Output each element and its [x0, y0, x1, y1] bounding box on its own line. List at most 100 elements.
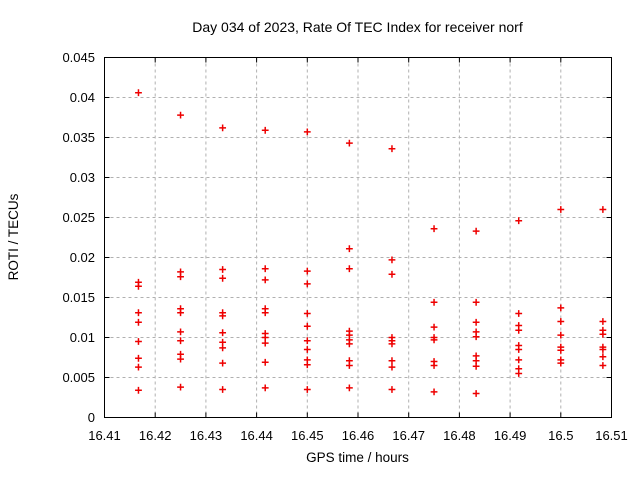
plus-marker: [557, 206, 565, 213]
plus-marker: [515, 370, 523, 377]
plus-marker: [472, 333, 480, 341]
y-tick-label: 0.005: [62, 370, 95, 385]
plus-marker: [303, 310, 311, 317]
plus-marker: [430, 225, 438, 233]
plus-marker: [219, 359, 227, 367]
x-tick-label: 16.49: [494, 428, 527, 443]
plus-marker: [430, 323, 438, 331]
plus-marker: [303, 361, 311, 369]
plus-marker: [303, 128, 311, 136]
plus-marker: [219, 329, 227, 337]
plus-marker: [345, 384, 353, 392]
plus-marker: [303, 267, 311, 275]
plus-marker: [557, 359, 565, 367]
plus-marker: [557, 346, 565, 354]
plus-marker: [177, 383, 184, 391]
plus-marker: [472, 227, 480, 235]
plus-marker: [388, 357, 396, 365]
plus-marker: [388, 340, 396, 348]
plus-marker: [388, 270, 396, 278]
plus-marker: [261, 276, 269, 284]
plus-marker: [515, 356, 523, 364]
y-tick-label: 0.015: [62, 290, 95, 305]
plus-marker: [599, 362, 607, 369]
plus-marker: [177, 355, 184, 363]
x-tick-label: 16.45: [291, 428, 324, 443]
plus-marker: [135, 386, 142, 394]
plus-marker: [303, 322, 311, 330]
plus-marker: [472, 298, 480, 306]
x-tick-label: 16.51: [595, 428, 628, 443]
y-tick-label: 0: [88, 410, 95, 425]
x-axis-label: GPS time / hours: [306, 450, 409, 465]
plus-marker: [515, 310, 523, 317]
plus-marker: [261, 265, 269, 273]
x-tick-label: 16.48: [443, 428, 476, 443]
plus-marker: [430, 362, 438, 369]
plus-marker: [135, 338, 142, 345]
x-tick-label: 16.43: [190, 428, 223, 443]
plus-marker: [430, 298, 438, 306]
plus-marker: [303, 337, 311, 345]
y-tick-label: 0.02: [70, 250, 95, 265]
plus-marker: [219, 386, 227, 393]
plus-marker: [557, 331, 565, 339]
plus-marker: [303, 346, 311, 353]
plus-marker: [219, 124, 227, 132]
plus-marker: [599, 330, 607, 338]
plus-marker: [177, 273, 184, 281]
plus-marker: [557, 318, 565, 325]
y-tick-label: 0.04: [70, 90, 95, 105]
plus-marker: [599, 353, 607, 361]
plus-marker: [599, 346, 607, 353]
plus-marker: [135, 363, 142, 371]
plus-marker: [599, 318, 607, 325]
y-tick-label: 0.025: [62, 210, 95, 225]
plus-marker: [261, 358, 269, 366]
plus-marker: [430, 336, 438, 344]
x-tick-label: 16.44: [240, 428, 273, 443]
y-tick-label: 0.03: [70, 170, 95, 185]
plus-marker: [345, 139, 353, 147]
x-tick-label: 16.46: [342, 428, 375, 443]
plus-marker: [388, 386, 396, 393]
plus-marker: [177, 337, 184, 345]
y-tick-label: 0.035: [62, 130, 95, 145]
plus-marker: [388, 145, 396, 153]
plus-marker: [303, 280, 311, 288]
plus-marker: [472, 390, 480, 397]
x-tick-label: 16.5: [548, 428, 573, 443]
plus-marker: [515, 326, 523, 334]
plus-marker: [430, 388, 438, 396]
plus-marker: [135, 309, 142, 317]
plus-marker: [345, 362, 353, 369]
plus-marker: [599, 206, 607, 213]
plus-marker: [515, 346, 523, 353]
plus-marker: [261, 309, 269, 317]
plus-marker: [219, 266, 227, 273]
plus-marker: [515, 217, 523, 225]
plus-marker: [345, 265, 353, 273]
plus-marker: [219, 312, 227, 320]
plus-marker: [135, 89, 142, 97]
plus-marker: [472, 362, 480, 370]
plus-marker: [135, 354, 142, 362]
plus-marker: [557, 304, 565, 312]
chart-title: Day 034 of 2023, Rate Of TEC Index for r…: [192, 19, 523, 35]
plus-marker: [388, 256, 396, 264]
plus-marker: [261, 126, 269, 134]
plus-marker: [345, 340, 353, 348]
plus-marker: [135, 318, 142, 326]
plus-marker: [345, 245, 353, 253]
x-tick-label: 16.42: [139, 428, 172, 443]
plus-marker: [388, 363, 396, 371]
x-tick-label: 16.41: [88, 428, 121, 443]
plus-marker: [177, 309, 184, 317]
plus-marker: [261, 339, 269, 347]
plus-marker: [219, 274, 227, 282]
plus-marker: [472, 318, 480, 326]
plus-marker: [177, 111, 184, 119]
plus-marker: [303, 386, 311, 393]
